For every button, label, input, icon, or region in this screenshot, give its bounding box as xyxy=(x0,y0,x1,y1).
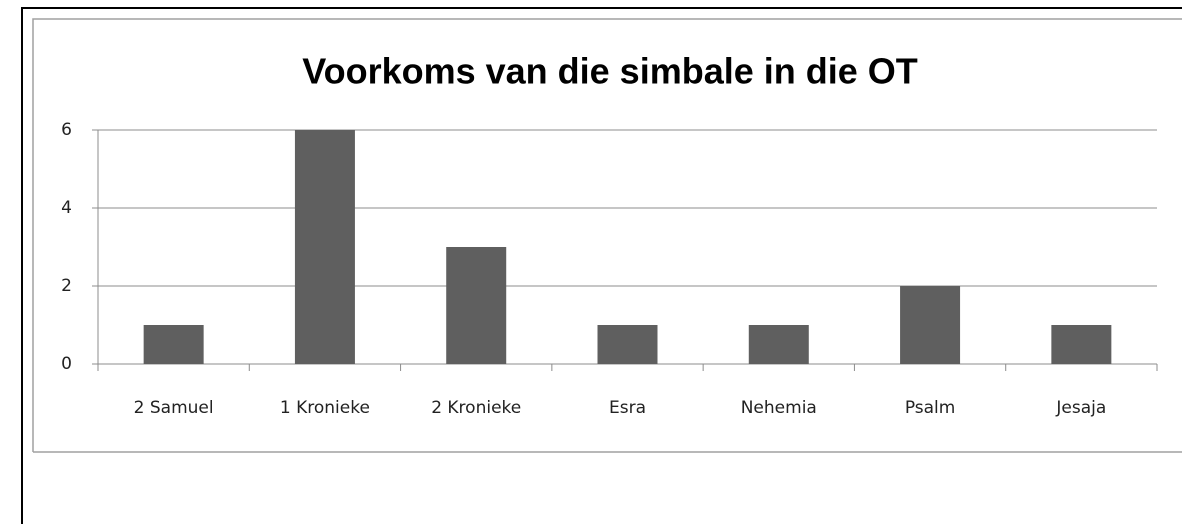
x-tick-label: Psalm xyxy=(905,398,956,418)
x-tick-label: 2 Samuel xyxy=(134,398,214,418)
x-tick-label: Esra xyxy=(609,398,646,418)
x-tick-label: 1 Kronieke xyxy=(280,398,370,418)
bar xyxy=(597,325,658,364)
x-tick-label: Nehemia xyxy=(741,398,817,418)
bar xyxy=(1051,325,1112,364)
outer-frame xyxy=(21,7,1182,524)
bar xyxy=(900,286,961,364)
x-tick-label: Jesaja xyxy=(1055,398,1106,418)
y-tick-label: 4 xyxy=(61,198,72,218)
bar xyxy=(748,325,809,364)
y-tick-label: 2 xyxy=(61,276,72,296)
x-tick-label: 2 Kronieke xyxy=(431,398,521,418)
y-tick-label: 6 xyxy=(61,120,72,140)
chart-title: Voorkoms van die simbale in die OT xyxy=(302,51,918,92)
bar xyxy=(446,247,507,364)
chart-frame xyxy=(32,18,1182,453)
bar xyxy=(294,130,355,364)
y-tick-label: 0 xyxy=(61,354,72,374)
bar xyxy=(143,325,204,364)
